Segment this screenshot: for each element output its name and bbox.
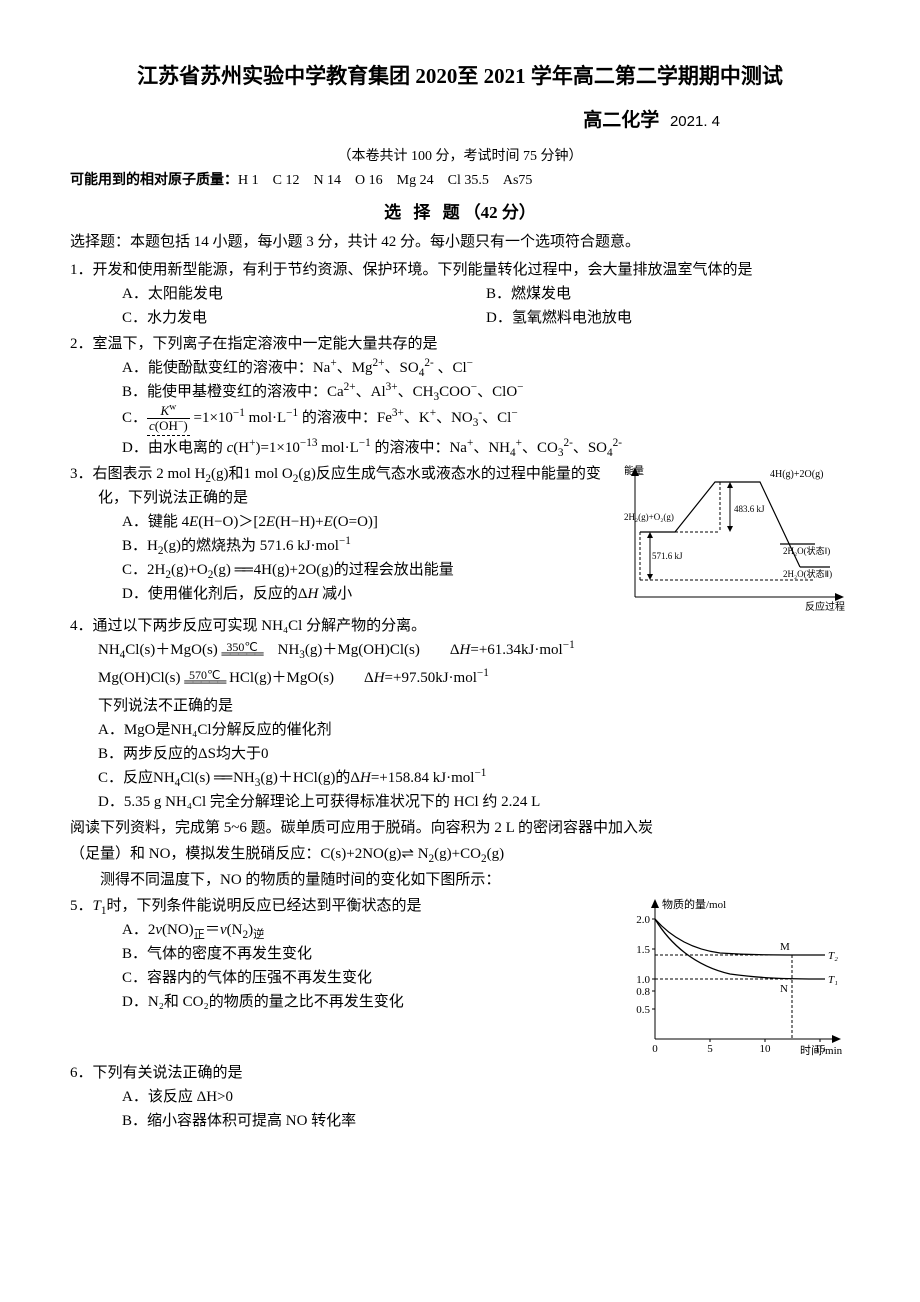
section-instructions: 选择题：本题包括 14 小题，每小题 3 分，共计 42 分。每小题只有一个选项… bbox=[70, 230, 850, 254]
mass-values: H 1 C 12 N 14 O 16 Mg 24 Cl 35.5 As75 bbox=[238, 173, 532, 188]
svg-text:T₁: T₁ bbox=[828, 974, 838, 986]
q1-opt-a: A．太阳能发电 bbox=[122, 282, 486, 306]
q1-opt-b: B．燃煤发电 bbox=[486, 282, 850, 306]
q6-options: A．该反应 ΔH>0 B．缩小容器体积可提高 NO 转化率 bbox=[70, 1085, 850, 1133]
svg-text:483.6 kJ: 483.6 kJ bbox=[734, 504, 765, 514]
svg-text:2H₂(g)+O₂(g): 2H₂(g)+O₂(g) bbox=[624, 512, 674, 522]
svg-text:反应过程: 反应过程 bbox=[805, 600, 845, 612]
section-header: 选 择 题（42 分） bbox=[70, 199, 850, 226]
q4-opt-b: B．两步反应的ΔS均大于0 bbox=[98, 742, 850, 766]
q4-eqn2: Mg(OH)Cl(s) 570℃═════ HCl(g)＋MgO(s) ΔH=+… bbox=[70, 666, 850, 690]
q2-opt-d: D．由水电离的 c(H+)=1×10−13 mol·L−1 的溶液中：Na+、N… bbox=[122, 436, 850, 460]
q2-options: A．能使酚酞变红的溶液中：Na+、Mg2+、SO42- 、Cl− B．能使甲基橙… bbox=[70, 356, 850, 460]
q2-opt-a: A．能使酚酞变红的溶液中：Na+、Mg2+、SO42- 、Cl− bbox=[122, 356, 850, 380]
question-3: 能量 反应过程 4H(g)+2O(g) 2H₂(g)+O₂(g) 571.6 k… bbox=[70, 462, 850, 612]
q1-options: A．太阳能发电 B．燃煤发电 C．水力发电 D．氢氧燃料电池放电 bbox=[70, 282, 850, 330]
q4-opt-a: A．MgO是NH₄Cl分解反应的催化剂 bbox=[98, 718, 850, 742]
q4-stem: 4．通过以下两步反应可实现 NH₄Cl 分解产物的分离。 bbox=[70, 614, 850, 638]
q4-options: A．MgO是NH₄Cl分解反应的催化剂 B．两步反应的ΔS均大于0 C．反应NH… bbox=[70, 718, 850, 814]
svg-text:4H(g)+2O(g): 4H(g)+2O(g) bbox=[770, 469, 823, 480]
svg-text:能量: 能量 bbox=[624, 464, 644, 477]
subject: 高二化学 bbox=[583, 110, 659, 131]
mass-label: 可能用到的相对原子质量： bbox=[70, 173, 238, 188]
svg-text:0.5: 0.5 bbox=[636, 1004, 650, 1016]
q2-opt-c: C．Kwc(OH−) =1×10−1 mol·L−1 的溶液中：Fe3+、K+、… bbox=[122, 404, 850, 436]
question-4: 4．通过以下两步反应可实现 NH₄Cl 分解产物的分离。 NH4Cl(s)＋Mg… bbox=[70, 614, 850, 814]
q4-sub: 下列说法不正确的是 bbox=[70, 694, 850, 718]
svg-text:1.5: 1.5 bbox=[636, 944, 650, 956]
q6-opt-a: A．该反应 ΔH>0 bbox=[122, 1085, 850, 1109]
no-amount-chart: 物质的量/mol 时间/min 2.0 1.5 1.0 0.8 0.5 0 5 … bbox=[620, 894, 850, 1059]
question-2: 2．室温下，下列离子在指定溶液中一定能大量共存的是 A．能使酚酞变红的溶液中：N… bbox=[70, 332, 850, 460]
energy-diagram: 能量 反应过程 4H(g)+2O(g) 2H₂(g)+O₂(g) 571.6 k… bbox=[620, 462, 850, 612]
section-name: 选 择 题 bbox=[384, 203, 464, 222]
q1-opt-c: C．水力发电 bbox=[122, 306, 486, 330]
svg-text:0.8: 0.8 bbox=[636, 986, 650, 998]
svg-text:15: 15 bbox=[815, 1043, 827, 1055]
svg-text:M: M bbox=[780, 941, 790, 953]
passage-line1: 阅读下列资料，完成第 5~6 题。碳单质可应用于脱硝。向容积为 2 L 的密闭容… bbox=[70, 816, 850, 840]
section-points: （42 分） bbox=[464, 203, 536, 222]
svg-text:物质的量/mol: 物质的量/mol bbox=[662, 897, 726, 911]
q2-opt-b: B．能使甲基橙变红的溶液中：Ca2+、Al3+、CH3COO−、ClO− bbox=[122, 380, 850, 404]
subject-row: 高二化学 2021. 4 bbox=[70, 106, 850, 136]
svg-text:5: 5 bbox=[707, 1043, 713, 1055]
exam-meta: （本卷共计 100 分，考试时间 75 分钟） bbox=[70, 146, 850, 168]
svg-text:1.0: 1.0 bbox=[636, 974, 650, 986]
question-6: 6．下列有关说法正确的是 A．该反应 ΔH>0 B．缩小容器体积可提高 NO 转… bbox=[70, 1061, 850, 1133]
passage-line2: （足量）和 NO，模拟发生脱硝反应：C(s)+2NO(g)⇌ N2(g)+CO2… bbox=[70, 842, 850, 866]
svg-text:571.6 kJ: 571.6 kJ bbox=[652, 551, 683, 561]
svg-text:2.0: 2.0 bbox=[636, 914, 650, 926]
q1-opt-d: D．氢氧燃料电池放电 bbox=[486, 306, 850, 330]
question-5: 物质的量/mol 时间/min 2.0 1.5 1.0 0.8 0.5 0 5 … bbox=[70, 894, 850, 1059]
q1-stem: 1．开发和使用新型能源，有利于节约资源、保护环境。下列能量转化过程中，会大量排放… bbox=[70, 258, 850, 282]
q4-opt-c: C．反应NH4Cl(s) ══ NH3(g)＋HCl(g)的ΔH=+158.84… bbox=[98, 766, 850, 790]
question-1: 1．开发和使用新型能源，有利于节约资源、保护环境。下列能量转化过程中，会大量排放… bbox=[70, 258, 850, 330]
q4-opt-d: D．5.35 g NH₄Cl 完全分解理论上可获得标准状况下的 HCl 约 2.… bbox=[98, 790, 850, 814]
exam-date: 2021. 4 bbox=[670, 113, 720, 130]
svg-text:10: 10 bbox=[760, 1043, 772, 1055]
atomic-mass-line: 可能用到的相对原子质量：H 1 C 12 N 14 O 16 Mg 24 Cl … bbox=[70, 170, 850, 192]
svg-text:T₂: T₂ bbox=[828, 950, 838, 962]
svg-text:0: 0 bbox=[652, 1043, 658, 1055]
svg-text:2H₂O(状态Ⅱ): 2H₂O(状态Ⅱ) bbox=[783, 568, 832, 579]
svg-text:N: N bbox=[780, 983, 788, 995]
svg-text:2H₂O(状态Ⅰ): 2H₂O(状态Ⅰ) bbox=[783, 545, 830, 556]
q6-opt-b: B．缩小容器体积可提高 NO 转化率 bbox=[122, 1109, 850, 1133]
q2-stem: 2．室温下，下列离子在指定溶液中一定能大量共存的是 bbox=[70, 332, 850, 356]
q4-eqn1: NH4Cl(s)＋MgO(s) 350℃═════ NH3(g)＋Mg(OH)C… bbox=[70, 638, 850, 662]
passage-line3: 测得不同温度下，NO 的物质的量随时间的变化如下图所示： bbox=[70, 868, 850, 892]
q6-stem: 6．下列有关说法正确的是 bbox=[70, 1061, 850, 1085]
exam-title: 江苏省苏州实验中学教育集团 2020至 2021 学年高二第二学期期中测试 bbox=[70, 60, 850, 94]
